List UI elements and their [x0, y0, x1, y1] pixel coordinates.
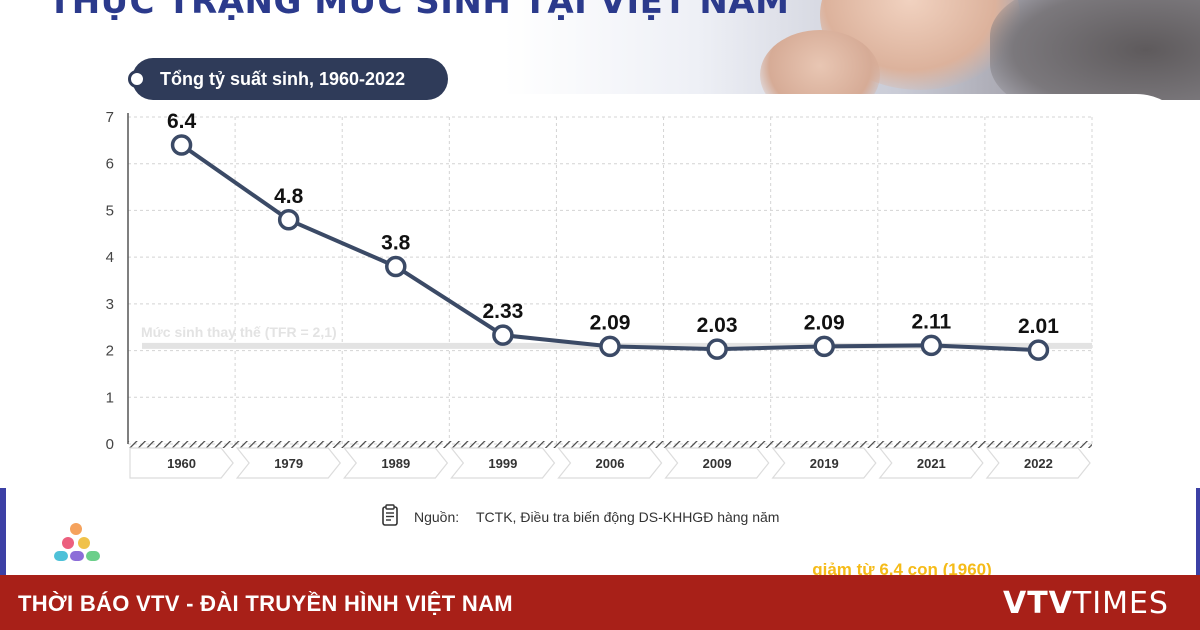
data-label: 3.8	[381, 231, 411, 254]
x-category-chevron	[557, 447, 663, 479]
x-tick-label: 2022	[1024, 456, 1053, 471]
y-tick-label: 1	[106, 389, 114, 406]
x-tick-label: 2019	[810, 456, 839, 471]
x-category-chevron	[664, 447, 770, 479]
x-axis-band	[128, 441, 1092, 448]
logo-times: TIMES	[1072, 586, 1169, 621]
data-label: 2.09	[590, 311, 631, 334]
data-label: 2.01	[1018, 315, 1059, 338]
footer-bar: THỜI BÁO VTV - ĐÀI TRUYỀN HÌNH VIỆT NAM …	[0, 575, 1200, 630]
x-category-chevron	[235, 447, 341, 479]
data-label: 2.09	[804, 311, 845, 334]
y-tick-label: 6	[106, 156, 114, 173]
source-text: TCTK, Điều tra biến động DS-KHHGĐ hàng n…	[476, 509, 780, 525]
photo-child-head	[760, 30, 880, 100]
vtvtimes-logo[interactable]: VTVTIMES	[1003, 586, 1169, 621]
card-bottom	[6, 480, 1194, 546]
data-label: 4.8	[274, 185, 304, 208]
body-highlight: giảm từ 6,4 con (1960)	[812, 560, 992, 579]
family-logo-icon	[40, 515, 118, 585]
x-category-chevron	[878, 447, 984, 479]
x-tick-label: 2021	[917, 456, 946, 471]
y-tick-label: 2	[106, 343, 114, 360]
chart-series	[170, 134, 1050, 361]
y-tick-label: 7	[106, 109, 114, 126]
data-label: 2.03	[697, 314, 738, 337]
source-label: Nguồn:	[414, 509, 460, 525]
data-label: 6.4	[167, 110, 197, 133]
x-category-chevron	[771, 447, 877, 479]
y-tick-label: 3	[106, 296, 114, 313]
data-point	[599, 335, 621, 358]
y-tick-label: 5	[106, 202, 114, 219]
data-point	[385, 255, 407, 278]
x-category-chevron	[342, 447, 449, 479]
data-label: 2.33	[482, 300, 523, 323]
chart-axes: 0 1 2 3 4 5 6 7 1960 1979 1989 1999 2006 2009 2019 2021…	[106, 109, 1092, 479]
reference-label: Mức sinh thay thế (TFR = 2,1)	[141, 324, 337, 340]
document-icon	[382, 504, 398, 526]
x-tick-label: 1979	[274, 456, 303, 471]
x-category-chevron	[129, 447, 234, 479]
data-point	[277, 209, 300, 231]
x-category-chevron	[985, 447, 1091, 479]
data-label: 2.11	[911, 310, 951, 333]
body-paragraph: Từ khi chương trình DS-KHHGĐ được triển …	[124, 560, 992, 580]
data-point	[170, 134, 193, 156]
page-title: THỰC TRẠNG MỨC SINH TẠI VIỆT NAM	[48, 0, 790, 22]
photo-background	[990, 0, 1200, 100]
y-tick-label: 4	[106, 249, 114, 266]
data-point	[706, 338, 728, 360]
body-text: Từ khi chương trình DS-KHHGĐ được triển …	[124, 560, 813, 579]
x-tick-label: 1989	[381, 456, 410, 471]
chart-subtitle: Tổng tỷ suất sinh, 1960-2022	[132, 58, 448, 100]
x-category-chevron	[450, 447, 556, 479]
x-tick-label: 1999	[488, 456, 517, 471]
data-point	[813, 335, 835, 358]
data-point	[1027, 339, 1050, 361]
chart-labels: 6.4 4.8 3.8 2.33 2.09 2.03 2.09 2.11 2.01	[167, 110, 1059, 338]
footer-title: THỜI BÁO VTV - ĐÀI TRUYỀN HÌNH VIỆT NAM	[18, 591, 513, 616]
x-tick-label: 2006	[596, 456, 625, 471]
chart-grid	[127, 116, 1093, 445]
header-photo	[760, 0, 1200, 100]
x-tick-label: 2009	[703, 456, 732, 471]
data-point	[920, 334, 943, 357]
logo-vtv: VTV	[1003, 586, 1073, 621]
data-point	[492, 324, 514, 346]
y-tick-label: 0	[106, 436, 114, 453]
x-tick-label: 1960	[167, 456, 196, 471]
subtitle-bullet-icon	[128, 70, 146, 88]
